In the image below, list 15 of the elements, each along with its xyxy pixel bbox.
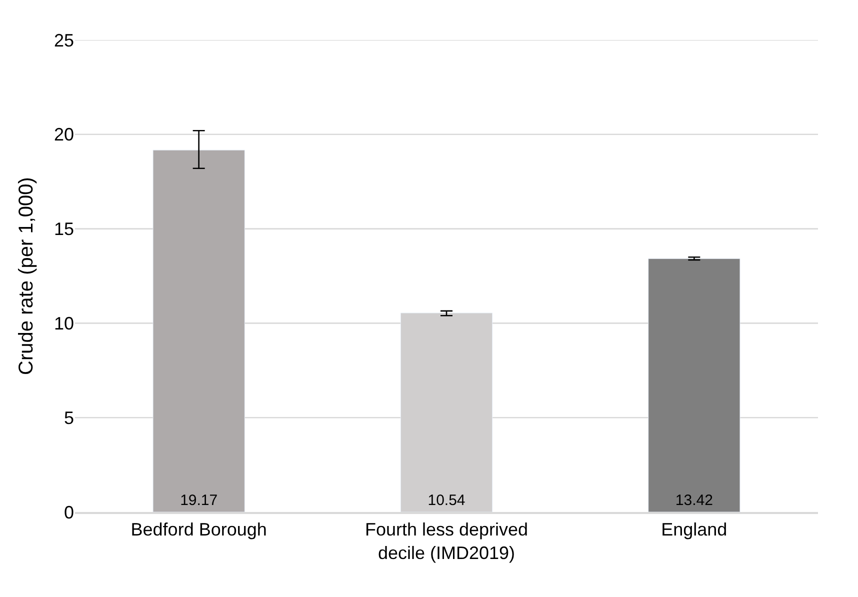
y-tick-label: 15 — [54, 219, 74, 240]
x-tick-label: Bedford Borough — [130, 519, 267, 540]
data-label: 13.42 — [675, 492, 713, 509]
x-tick-label: Fourth less deprived decile (IMD2019) — [364, 519, 528, 563]
y-tick-label: 10 — [54, 314, 74, 334]
data-label: 10.54 — [428, 492, 466, 509]
x-tick-label: England — [661, 519, 728, 540]
bar — [152, 150, 245, 512]
y-tick-label: 20 — [54, 124, 74, 145]
y-tick-label: 5 — [64, 408, 74, 428]
data-label: 19.17 — [180, 492, 218, 509]
y-axis-title: Crude rate (per 1,000) — [15, 177, 38, 375]
y-tick-label: 0 — [64, 502, 74, 522]
y-tick-label: 25 — [54, 30, 74, 50]
bar — [648, 258, 740, 512]
